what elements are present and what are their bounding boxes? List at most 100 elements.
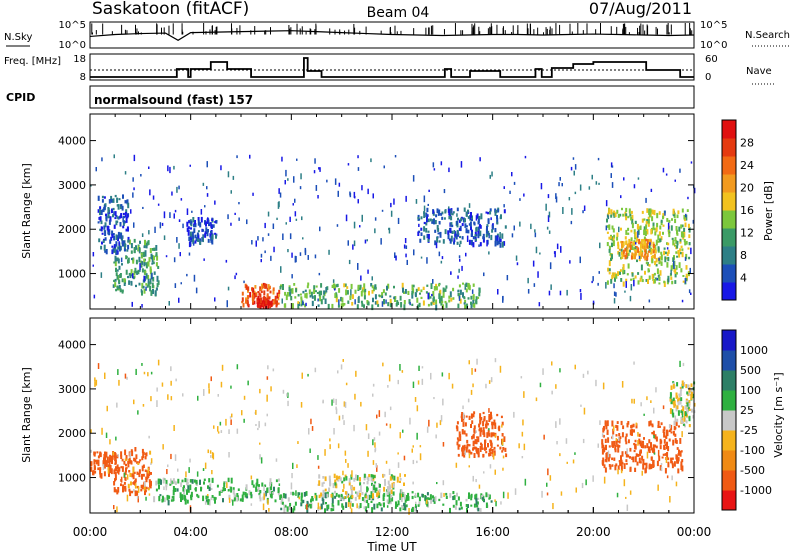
heatmap-cell [485,228,488,234]
heatmap-cell [637,432,639,437]
heatmap-cell [147,240,150,245]
heatmap-cell [315,290,317,293]
heatmap-cell [374,286,377,290]
heatmap-cell [464,450,466,455]
heatmap-cell [426,497,429,500]
heatmap-cell [316,292,319,294]
heatmap-cell [472,294,475,297]
heatmap-cell [342,302,345,307]
heatmap-cell [674,280,677,284]
heatmap-cell [278,201,280,208]
heatmap-cell [470,424,472,428]
heatmap-cell [478,215,481,220]
heatmap-cell [258,492,261,496]
heatmap-cell [627,263,630,269]
heatmap-cell [622,249,625,253]
heatmap-cell [130,243,133,249]
heatmap-cell [608,236,611,240]
heatmap-cell [605,200,608,207]
heatmap-cell [651,210,654,215]
heatmap-cell [124,211,127,218]
heatmap-cell [639,451,642,457]
heatmap-cell [483,272,485,277]
heatmap-cell [104,454,107,461]
heatmap-cell [490,414,493,419]
heatmap-cell [648,264,651,267]
heatmap-cell [166,469,168,475]
heatmap-cell [670,269,672,276]
heatmap-cell [653,247,655,251]
heatmap-cell [479,446,482,452]
heatmap-cell [470,226,472,231]
heatmap-cell [660,261,663,266]
heatmap-cell [663,439,666,444]
heatmap-cell [640,243,642,248]
heatmap-cell [401,505,404,508]
heatmap-cell [141,261,144,265]
heatmap-cell [372,286,375,292]
heatmap-cell [625,207,628,212]
heatmap-cell [680,245,683,249]
heatmap-cell [263,485,265,492]
heatmap-cell [559,453,561,457]
heatmap-cell [118,265,121,270]
heatmap-cell [411,290,414,296]
colorbar-tick-label: -100 [740,444,765,457]
heatmap-cell [343,303,346,306]
heatmap-cell [251,480,254,486]
heatmap-cell [399,478,402,481]
heatmap-cell [255,486,258,492]
heatmap-cell [479,432,482,437]
heatmap-cell [637,453,640,457]
heatmap-cell [649,243,651,249]
heatmap-cell [629,490,632,495]
heatmap-cell [109,467,112,473]
heatmap-cell [131,450,134,457]
heatmap-cell [678,226,681,232]
heatmap-cell [475,215,478,221]
heatmap-cell [395,255,397,261]
heatmap-cell [427,238,430,242]
heatmap-cell [624,247,627,252]
heatmap-cell [360,401,362,407]
heatmap-cell [97,221,100,224]
heatmap-cell [356,491,358,495]
heatmap-cell [613,291,616,296]
heatmap-cell [441,300,444,304]
heatmap-cell [144,490,146,496]
heatmap-cell [318,167,320,170]
heatmap-cell [145,273,148,279]
heatmap-cell [444,300,447,304]
heatmap-cell [402,429,404,433]
colorbar-swatch [722,282,736,301]
heatmap-cell [142,404,145,407]
heatmap-cell [270,300,273,304]
heatmap-cell [151,282,154,288]
heatmap-cell [645,462,648,465]
heatmap-cell [673,461,676,467]
heatmap-cell [291,288,294,294]
heatmap-cell [614,212,617,218]
heatmap-cell [319,226,321,232]
heatmap-cell [347,240,349,246]
heatmap-cell [330,508,333,512]
heatmap-cell [296,158,298,161]
heatmap-cell [651,432,654,435]
colorbar-tick-label: 1000 [740,344,768,357]
heatmap-cell [554,251,556,258]
heatmap-cell [625,278,628,282]
heatmap-cell [638,241,641,245]
heatmap-cell [132,258,135,264]
heatmap-cell [385,423,388,426]
heatmap-cell [429,494,432,500]
heatmap-cell [211,218,214,221]
heatmap-cell [685,240,688,245]
heatmap-cell [129,472,132,477]
heatmap-cell [608,224,611,230]
heatmap-cell [411,293,414,299]
heatmap-cell [282,493,285,499]
heatmap-cell [688,242,691,246]
heatmap-cell [448,299,451,303]
heatmap-cell [114,278,117,282]
heatmap-cell [161,382,164,387]
